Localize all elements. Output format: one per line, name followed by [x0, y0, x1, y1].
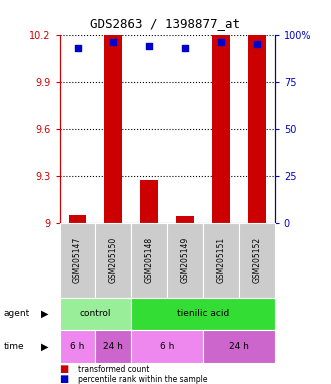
Text: 6 h: 6 h	[160, 342, 174, 351]
Text: control: control	[80, 310, 111, 318]
Bar	[212, 35, 230, 223]
Bar	[248, 35, 266, 223]
Text: ▶: ▶	[41, 309, 48, 319]
Text: ▶: ▶	[41, 341, 48, 352]
Text: time: time	[3, 342, 24, 351]
Text: GSM205147: GSM205147	[73, 237, 82, 283]
Text: transformed count: transformed count	[78, 365, 149, 374]
Text: 24 h: 24 h	[103, 342, 123, 351]
Text: GSM205150: GSM205150	[109, 237, 118, 283]
Text: ■: ■	[60, 374, 69, 384]
Text: 6 h: 6 h	[70, 342, 85, 351]
Text: GSM205148: GSM205148	[145, 237, 154, 283]
Text: 24 h: 24 h	[229, 342, 249, 351]
Text: GDS2863 / 1398877_at: GDS2863 / 1398877_at	[90, 17, 241, 30]
Text: GSM205152: GSM205152	[252, 237, 261, 283]
Bar	[176, 217, 194, 223]
Point	[147, 43, 152, 49]
Bar	[69, 215, 86, 223]
Text: ■: ■	[60, 364, 69, 374]
Point	[75, 45, 80, 51]
Point	[182, 45, 188, 51]
Bar	[140, 180, 158, 223]
Text: GSM205149: GSM205149	[181, 237, 190, 283]
Text: tienilic acid: tienilic acid	[177, 310, 229, 318]
Text: agent: agent	[3, 310, 29, 318]
Text: GSM205151: GSM205151	[216, 237, 225, 283]
Text: percentile rank within the sample: percentile rank within the sample	[78, 375, 207, 384]
Bar	[104, 35, 122, 223]
Point	[254, 41, 260, 47]
Point	[218, 39, 223, 45]
Point	[111, 39, 116, 45]
